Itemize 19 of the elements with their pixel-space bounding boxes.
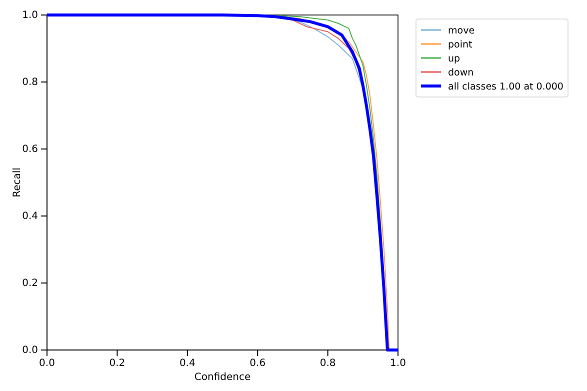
x-tick-label: 0.2 (109, 358, 126, 370)
x-tick-label: 0.0 (39, 358, 55, 370)
legend-label: all classes 1.00 at 0.000 (448, 82, 564, 92)
x-tick-label: 0.8 (320, 358, 336, 370)
y-tick-label: 0.8 (22, 77, 38, 88)
y-tick-label: 0.6 (22, 144, 38, 156)
legend-label: move (448, 26, 475, 36)
x-tick-label: 1.0 (390, 358, 406, 370)
x-tick-label: 0.6 (250, 358, 266, 370)
x-axis-title: Confidence (194, 372, 251, 383)
y-tick-label: 0.2 (22, 278, 38, 290)
legend-label: up (448, 54, 460, 64)
x-tick-label: 0.4 (179, 358, 196, 370)
y-tick-label: 0.4 (22, 211, 38, 222)
y-tick-label: 0.0 (22, 345, 38, 356)
y-tick-label: 1.0 (22, 10, 38, 22)
legend-label: down (448, 68, 474, 78)
y-axis-title: Recall (12, 168, 23, 198)
legend-label: point (448, 40, 473, 50)
